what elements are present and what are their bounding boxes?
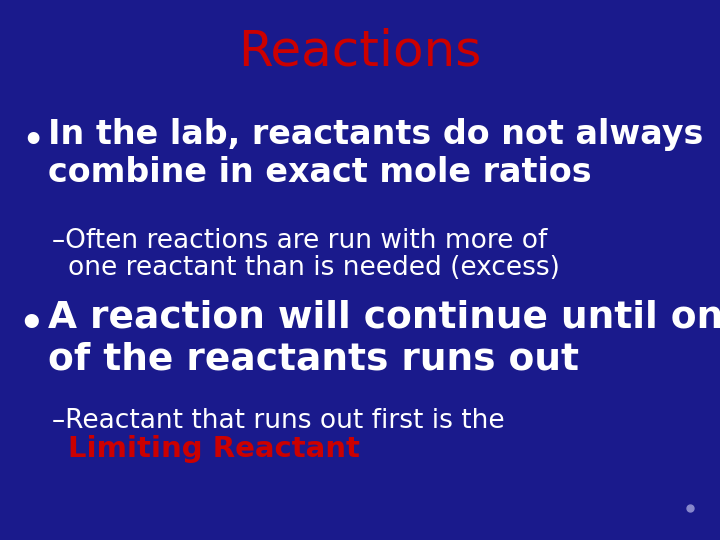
Text: •: • bbox=[22, 125, 43, 158]
Text: In the lab, reactants do not always
combine in exact mole ratios: In the lab, reactants do not always comb… bbox=[48, 118, 703, 189]
Text: Limiting Reactant: Limiting Reactant bbox=[68, 435, 360, 463]
Text: one reactant than is needed (excess): one reactant than is needed (excess) bbox=[68, 255, 560, 281]
Text: –Often reactions are run with more of: –Often reactions are run with more of bbox=[52, 228, 547, 254]
Text: –Reactant that runs out first is the: –Reactant that runs out first is the bbox=[52, 408, 505, 434]
Text: Reactions: Reactions bbox=[238, 28, 482, 76]
Text: A reaction will continue until one
of the reactants runs out: A reaction will continue until one of th… bbox=[48, 300, 720, 377]
Text: •: • bbox=[18, 305, 44, 345]
